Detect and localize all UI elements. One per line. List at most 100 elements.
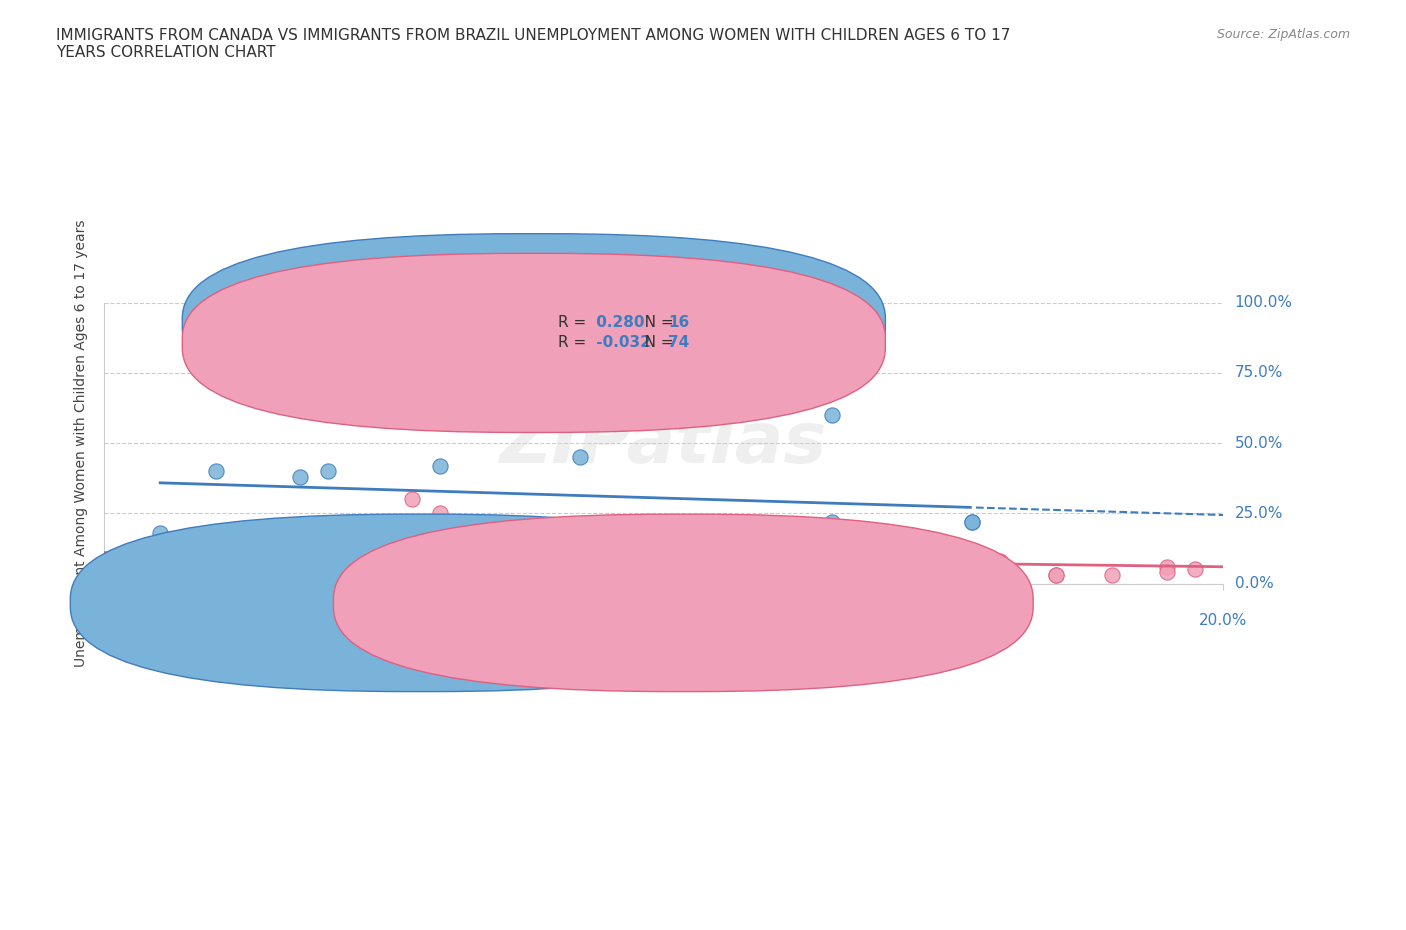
Y-axis label: Unemployment Among Women with Children Ages 6 to 17 years: Unemployment Among Women with Children A…	[75, 219, 89, 667]
Point	[988, 553, 1011, 568]
Point	[93, 562, 115, 577]
Point	[344, 567, 367, 582]
Point	[260, 310, 283, 325]
Point	[876, 548, 898, 563]
Point	[596, 520, 619, 535]
Point	[429, 567, 451, 582]
Point	[177, 565, 200, 579]
Point	[652, 553, 675, 568]
Point	[177, 553, 200, 568]
Point	[401, 525, 423, 540]
Point	[652, 531, 675, 546]
Point	[205, 556, 228, 571]
Point	[568, 556, 591, 571]
Point	[373, 565, 395, 579]
Text: Source: ZipAtlas.com: Source: ZipAtlas.com	[1216, 28, 1350, 41]
Text: N =: N =	[630, 335, 679, 350]
Point	[596, 570, 619, 585]
Point	[820, 514, 842, 529]
Text: Immigrants from Canada: Immigrants from Canada	[443, 592, 616, 606]
Point	[960, 514, 983, 529]
Point	[260, 531, 283, 546]
Point	[373, 534, 395, 549]
Point	[149, 553, 172, 568]
Point	[876, 542, 898, 557]
Point	[316, 525, 339, 540]
Point	[288, 470, 311, 485]
Point	[513, 531, 536, 546]
Point	[904, 562, 927, 577]
Text: 100.0%: 100.0%	[1234, 295, 1292, 311]
FancyBboxPatch shape	[183, 253, 886, 432]
Point	[232, 537, 254, 551]
Point	[765, 542, 787, 557]
Point	[568, 565, 591, 579]
Point	[988, 565, 1011, 579]
Text: 50.0%: 50.0%	[1234, 435, 1282, 451]
Point	[205, 464, 228, 479]
Point	[401, 492, 423, 507]
Point	[429, 506, 451, 521]
Point	[149, 525, 172, 540]
Point	[1101, 567, 1123, 582]
Text: R =: R =	[558, 335, 592, 350]
Point	[316, 548, 339, 563]
Text: 0.0%: 0.0%	[1234, 576, 1274, 591]
Point	[316, 464, 339, 479]
Point	[820, 525, 842, 540]
Point	[373, 520, 395, 535]
Text: Immigrants from Brazil: Immigrants from Brazil	[718, 592, 877, 606]
Text: 25.0%: 25.0%	[1234, 506, 1282, 521]
Point	[1184, 562, 1206, 577]
Point	[457, 542, 479, 557]
Point	[177, 559, 200, 574]
Text: 75.0%: 75.0%	[1234, 365, 1282, 380]
Text: 74: 74	[668, 335, 689, 350]
Point	[288, 542, 311, 557]
Point	[457, 534, 479, 549]
Point	[316, 565, 339, 579]
Point	[848, 567, 870, 582]
Point	[260, 559, 283, 574]
FancyBboxPatch shape	[183, 233, 886, 413]
Point	[288, 534, 311, 549]
Point	[344, 553, 367, 568]
Point	[260, 539, 283, 554]
Point	[765, 570, 787, 585]
Point	[485, 567, 508, 582]
Point	[932, 559, 955, 574]
Point	[121, 565, 143, 579]
Text: IMMIGRANTS FROM CANADA VS IMMIGRANTS FROM BRAZIL UNEMPLOYMENT AMONG WOMEN WITH C: IMMIGRANTS FROM CANADA VS IMMIGRANTS FRO…	[56, 28, 1011, 60]
Text: R =: R =	[558, 315, 592, 330]
Point	[1045, 567, 1067, 582]
Point	[401, 520, 423, 535]
Point	[344, 528, 367, 543]
Point	[316, 537, 339, 551]
FancyBboxPatch shape	[508, 312, 725, 354]
Point	[1156, 559, 1178, 574]
Point	[288, 567, 311, 582]
Point	[820, 407, 842, 422]
Text: -0.032: -0.032	[591, 335, 651, 350]
Point	[568, 450, 591, 465]
Text: N =: N =	[630, 315, 679, 330]
Point	[652, 567, 675, 582]
Point	[820, 565, 842, 579]
Point	[149, 559, 172, 574]
Point	[1045, 567, 1067, 582]
Point	[596, 537, 619, 551]
Point	[485, 548, 508, 563]
Text: ZIPatlas: ZIPatlas	[501, 408, 827, 478]
Point	[709, 548, 731, 563]
Point	[624, 567, 647, 582]
Point	[960, 514, 983, 529]
Point	[513, 553, 536, 568]
Point	[121, 559, 143, 574]
Point	[205, 562, 228, 577]
FancyBboxPatch shape	[70, 514, 770, 692]
Point	[596, 542, 619, 557]
Point	[1156, 565, 1178, 579]
Point	[485, 537, 508, 551]
Text: 0.0%: 0.0%	[84, 613, 124, 628]
Point	[232, 553, 254, 568]
